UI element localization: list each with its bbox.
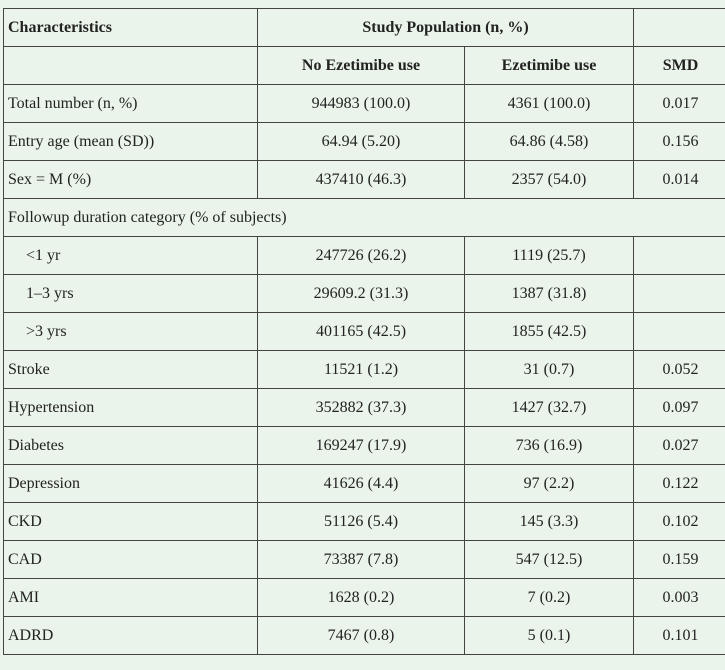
table-row: >3 yrs 401165 (42.5) 1855 (42.5) (3, 312, 725, 351)
cell-smd (633, 312, 725, 351)
row-label: <1 yr (3, 236, 258, 275)
cell-ezetimibe: 31 (0.7) (463, 350, 635, 389)
cell-no-ezetimibe: 352882 (37.3) (257, 388, 465, 427)
row-label: CAD (3, 540, 258, 579)
cell-smd: 0.122 (633, 464, 725, 503)
table-row: <1 yr 247726 (26.2) 1119 (25.7) (3, 236, 725, 275)
section-label: Followup duration category (% of subject… (2, 198, 725, 237)
cell-no-ezetimibe: 169247 (17.9) (257, 426, 465, 465)
header-no-ezetimibe: No Ezetimibe use (257, 46, 465, 85)
table-row: Total number (n, %) 944983 (100.0) 4361 … (3, 84, 725, 123)
table-row: Sex = M (%) 437410 (46.3) 2357 (54.0) 0.… (3, 160, 725, 199)
row-label: Hypertension (3, 388, 258, 427)
cell-smd: 0.003 (633, 578, 725, 617)
cell-smd: 0.052 (633, 350, 725, 389)
cell-ezetimibe: 7 (0.2) (463, 578, 635, 617)
cell-smd: 0.097 (633, 388, 725, 427)
row-label: >3 yrs (3, 312, 258, 351)
header-study-population: Study Population (n, %) (256, 8, 635, 47)
header-characteristics: Characteristics (3, 8, 258, 47)
table-row: 1–3 yrs 29609.2 (31.3) 1387 (31.8) (3, 274, 725, 313)
cell-no-ezetimibe: 41626 (4.4) (257, 464, 465, 503)
table-row: CAD 73387 (7.8) 547 (12.5) 0.159 (3, 540, 725, 579)
cell-smd (633, 274, 725, 313)
cell-smd: 0.027 (633, 426, 725, 465)
row-label: 1–3 yrs (3, 274, 258, 313)
cell-smd: 0.014 (633, 160, 725, 199)
table-row: Diabetes 169247 (17.9) 736 (16.9) 0.027 (3, 426, 725, 465)
row-label: Depression (3, 464, 258, 503)
cell-no-ezetimibe: 64.94 (5.20) (257, 122, 465, 161)
cell-no-ezetimibe: 1628 (0.2) (257, 578, 465, 617)
cell-no-ezetimibe: 437410 (46.3) (257, 160, 465, 199)
cell-ezetimibe: 2357 (54.0) (463, 160, 635, 199)
cell-smd: 0.017 (633, 84, 725, 123)
row-label: Diabetes (3, 426, 258, 465)
table-row: Stroke 11521 (1.2) 31 (0.7) 0.052 (3, 350, 725, 389)
row-label: CKD (3, 502, 258, 541)
cell-no-ezetimibe: 29609.2 (31.3) (257, 274, 465, 313)
cell-ezetimibe: 5 (0.1) (463, 616, 635, 655)
cell-smd: 0.156 (633, 122, 725, 161)
cell-ezetimibe: 736 (16.9) (463, 426, 635, 465)
cell-ezetimibe: 1387 (31.8) (463, 274, 635, 313)
row-label: Sex = M (%) (3, 160, 258, 199)
table-row-section: Followup duration category (% of subject… (2, 198, 725, 237)
cell-no-ezetimibe: 51126 (5.4) (257, 502, 465, 541)
characteristics-table: Characteristics Study Population (n, %) … (2, 8, 725, 655)
cell-no-ezetimibe: 11521 (1.2) (257, 350, 465, 389)
cell-smd: 0.159 (633, 540, 725, 579)
header-row-2: No Ezetimibe use Ezetimibe use SMD (3, 46, 725, 85)
cell-smd (633, 236, 725, 275)
cell-no-ezetimibe: 7467 (0.8) (257, 616, 465, 655)
row-label: Total number (n, %) (3, 84, 258, 123)
cell-ezetimibe: 1855 (42.5) (463, 312, 635, 351)
cell-no-ezetimibe: 401165 (42.5) (257, 312, 465, 351)
table-row: Hypertension 352882 (37.3) 1427 (32.7) 0… (3, 388, 725, 427)
cell-no-ezetimibe: 247726 (26.2) (257, 236, 465, 275)
table-row: ADRD 7467 (0.8) 5 (0.1) 0.101 (3, 616, 725, 655)
cell-ezetimibe: 97 (2.2) (463, 464, 635, 503)
header-smd: SMD (633, 46, 725, 85)
cell-ezetimibe: 1119 (25.7) (463, 236, 635, 275)
cell-ezetimibe: 547 (12.5) (463, 540, 635, 579)
cell-ezetimibe: 64.86 (4.58) (463, 122, 635, 161)
cell-no-ezetimibe: 944983 (100.0) (257, 84, 465, 123)
table-row: CKD 51126 (5.4) 145 (3.3) 0.102 (3, 502, 725, 541)
header-ezetimibe: Ezetimibe use (463, 46, 635, 85)
table-row: Entry age (mean (SD)) 64.94 (5.20) 64.86… (3, 122, 725, 161)
row-label: AMI (3, 578, 258, 617)
row-label: ADRD (3, 616, 258, 655)
row-label: Stroke (3, 350, 258, 389)
header-row-1: Characteristics Study Population (n, %) (3, 8, 725, 47)
header-empty-cell (633, 8, 725, 47)
cell-ezetimibe: 4361 (100.0) (463, 84, 635, 123)
table-row: Depression 41626 (4.4) 97 (2.2) 0.122 (3, 464, 725, 503)
cell-smd: 0.101 (633, 616, 725, 655)
header-empty-label-cell (3, 46, 258, 85)
cell-no-ezetimibe: 73387 (7.8) (257, 540, 465, 579)
row-label: Entry age (mean (SD)) (3, 122, 258, 161)
cell-smd: 0.102 (633, 502, 725, 541)
cell-ezetimibe: 1427 (32.7) (463, 388, 635, 427)
table-row: AMI 1628 (0.2) 7 (0.2) 0.003 (3, 578, 725, 617)
cell-ezetimibe: 145 (3.3) (463, 502, 635, 541)
